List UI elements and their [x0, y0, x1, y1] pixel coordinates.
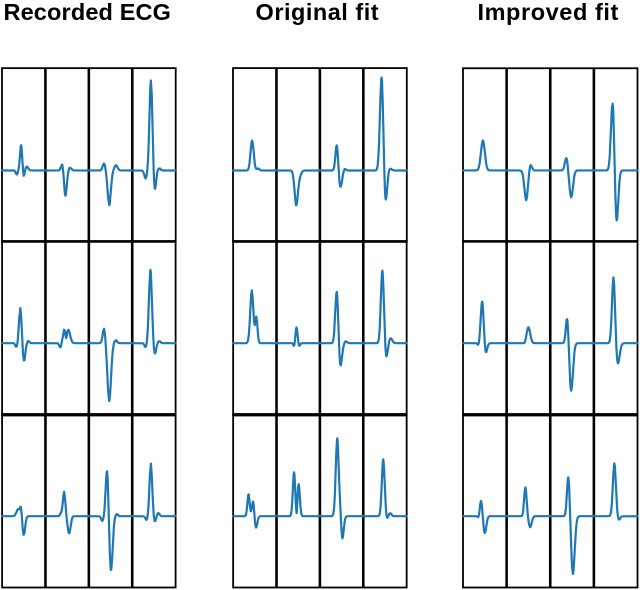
- panel-improved-row2: [462, 240, 639, 417]
- ecg-waveform: [549, 157, 596, 199]
- ecg-waveform: [275, 471, 321, 518]
- ecg-waveform: [592, 462, 639, 521]
- ecg-waveform: [362, 269, 408, 358]
- column-title-improved-fit: Improved fit: [477, 0, 619, 26]
- panel-recorded-row3: [0, 413, 177, 589]
- ecg-waveform: [362, 76, 408, 201]
- ecg-waveform: [0, 144, 47, 178]
- column-title-original-fit: Original fit: [255, 0, 380, 26]
- ecg-waveform: [0, 505, 47, 537]
- ecg-waveform: [131, 268, 177, 355]
- ecg-waveform: [87, 470, 134, 572]
- ecg-waveform: [44, 491, 90, 535]
- ecg-waveform: [505, 486, 552, 529]
- ecg-waveform: [462, 500, 508, 535]
- ecg-waveform: [231, 289, 278, 345]
- panel-original-row1: [231, 67, 408, 243]
- ecg-waveform: [505, 326, 552, 345]
- ecg-waveform: [362, 458, 408, 520]
- ecg-waveform: [549, 476, 596, 576]
- ecg-waveform: [275, 169, 321, 207]
- panel-original-row2: [231, 240, 408, 417]
- ecg-waveform: [462, 300, 508, 354]
- ecg-waveform: [592, 102, 639, 222]
- ecg-waveform: [0, 307, 47, 362]
- panel-recorded-row1: [0, 67, 177, 243]
- ecg-waveform: [231, 493, 278, 529]
- ecg-waveform: [505, 164, 552, 202]
- ecg-waveform: [318, 290, 365, 367]
- ecg-waveform: [462, 139, 508, 172]
- ecg-waveform: [87, 327, 134, 403]
- panel-improved-row3: [462, 413, 639, 589]
- ecg-waveform: [318, 437, 365, 540]
- panel-original-row3: [231, 413, 408, 589]
- ecg-waveform: [44, 163, 90, 197]
- ecg-waveform: [131, 462, 177, 523]
- ecg-waveform: [44, 328, 90, 349]
- column-title-recorded-ecg: Recorded ECG: [3, 0, 172, 26]
- ecg-waveform: [549, 318, 596, 392]
- panel-improved-row1: [462, 67, 639, 243]
- panel-recorded-row2: [0, 240, 177, 417]
- ecg-waveform: [87, 162, 134, 207]
- ecg-waveform: [231, 139, 278, 172]
- ecg-waveform: [592, 276, 639, 365]
- ecg-waveform: [275, 326, 321, 347]
- ecg-waveform: [131, 79, 177, 191]
- ecg-waveform: [318, 144, 365, 188]
